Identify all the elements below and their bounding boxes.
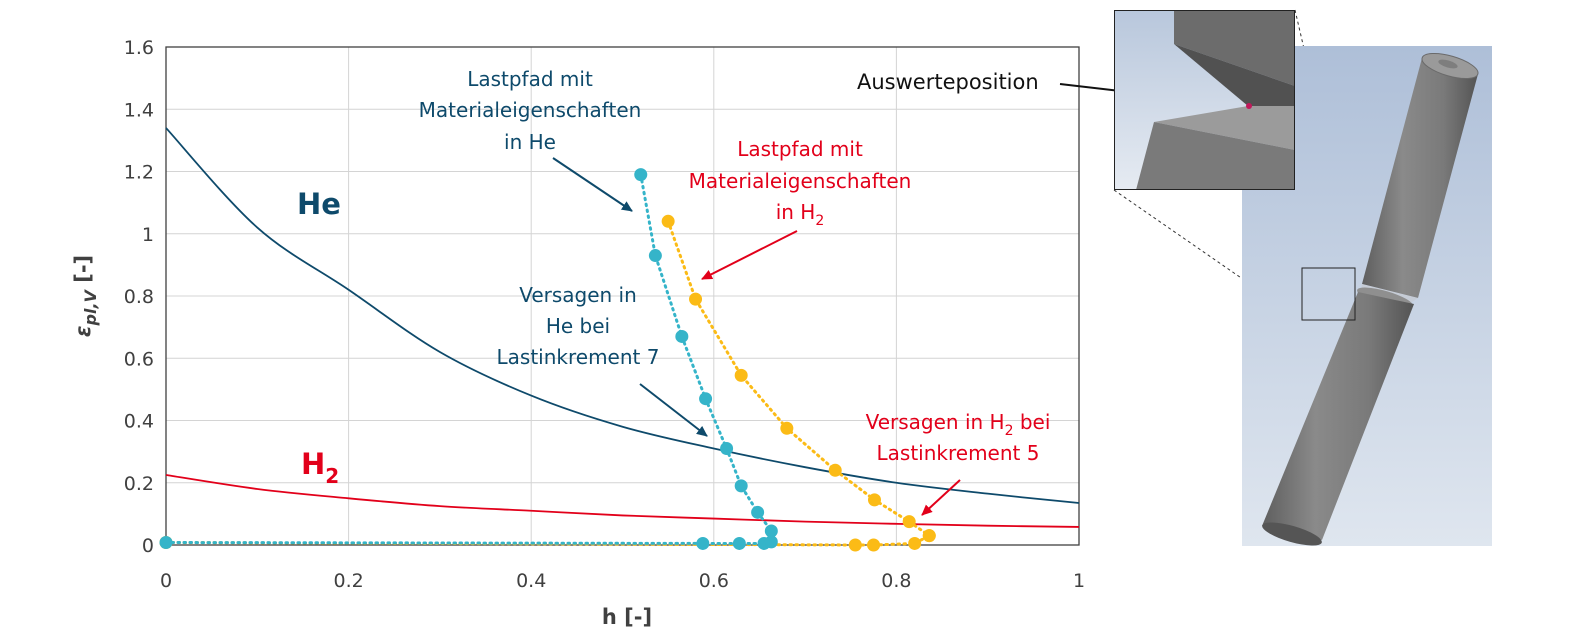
inset-upper-face xyxy=(1174,10,1295,86)
inset-upper-bevel xyxy=(1174,44,1295,106)
specimen-rendering xyxy=(1242,46,1492,546)
annotation-lastpfad-he-line3: in He xyxy=(504,130,556,154)
path-he-point xyxy=(751,505,765,519)
arrow-versagen-he xyxy=(639,383,708,437)
y-axis-title: εpl,V [-] xyxy=(71,255,100,337)
y-tick-labels: 0 0.2 0.4 0.6 0.8 1 1.2 1.4 1.6 xyxy=(124,37,154,557)
path-he-point xyxy=(634,168,648,182)
baseline-he-point xyxy=(732,536,746,550)
path-he-point xyxy=(648,249,662,263)
inset-notch-face xyxy=(1154,106,1295,150)
annotation-lastpfad-h2-line3: in H2 xyxy=(776,200,825,229)
he-curve-label: He xyxy=(297,187,341,221)
path-h2-point xyxy=(661,214,675,228)
annotation-versagen-he-line1: Versagen in xyxy=(519,283,637,307)
annotation-versagen-h2-line1-b: bei xyxy=(1014,410,1051,434)
annotation-versagen-h2-line1-sub: 2 xyxy=(1005,423,1014,439)
annotation-versagen-h2-line2: Lastinkrement 5 xyxy=(877,441,1040,465)
x-tick-label: 0.8 xyxy=(881,570,911,592)
y-tick-label: 1.2 xyxy=(124,162,154,184)
annotation-versagen-h2-line1: Versagen in H2 bei xyxy=(866,410,1051,439)
x-axis-title: h [-] xyxy=(602,605,652,629)
path-he-point xyxy=(699,392,713,406)
path-he-line xyxy=(639,173,773,533)
series-group xyxy=(159,127,1080,552)
x-tick-label: 1 xyxy=(1073,570,1085,592)
notch-inset xyxy=(1114,10,1295,190)
annotation-versagen-h2: Versagen in H2 bei Lastinkrement 5 xyxy=(866,410,1051,465)
path-h2-point xyxy=(780,421,794,435)
annotation-lastpfad-he-line1: Lastpfad mit xyxy=(467,67,593,91)
baseline-h2-point xyxy=(848,538,862,552)
annotation-lastpfad-h2-line1: Lastpfad mit xyxy=(737,137,863,161)
annotation-versagen-he: Versagen in He bei Lastinkrement 7 xyxy=(497,283,660,369)
y-tick-label: 0.4 xyxy=(124,411,154,433)
path-he-point xyxy=(720,442,734,456)
annotation-lastpfad-h2: Lastpfad mit Materialeigenschaften in H2 xyxy=(689,137,912,229)
path-h2-line xyxy=(666,219,931,538)
path-h2-point xyxy=(867,493,881,507)
path-h2-point xyxy=(828,463,842,477)
zoom-region-box xyxy=(1301,267,1356,321)
baseline-he-line xyxy=(164,540,773,545)
svg-text:εpl,V [-]: εpl,V [-] xyxy=(71,255,100,337)
x-tick-label: 0.2 xyxy=(333,570,363,592)
h2-curve-label-main: H xyxy=(301,447,325,481)
specimen-upper-part xyxy=(1362,52,1479,298)
evaluation-point-marker xyxy=(1246,103,1252,109)
annotation-lastpfad-he-line2: Materialeigenschaften xyxy=(419,98,642,122)
baseline-h2-point xyxy=(867,538,881,552)
baseline-h2-point xyxy=(908,536,922,550)
path-he-point xyxy=(764,524,778,538)
inset-border xyxy=(1114,10,1295,190)
y-tick-label: 1 xyxy=(142,224,154,246)
annotation-lastpfad-h2-line3-sub: 2 xyxy=(815,213,824,229)
h2-limit-curve xyxy=(165,474,1080,528)
inset-lower-face xyxy=(1136,122,1295,190)
specimen-lower-part xyxy=(1262,287,1414,546)
baseline-he-point xyxy=(764,535,778,549)
baseline-he-point xyxy=(696,536,710,550)
path-he-point xyxy=(734,479,748,493)
y-tick-label: 1.4 xyxy=(124,99,154,121)
x-tick-label: 0 xyxy=(160,570,172,592)
y-axis-title-main: ε xyxy=(71,325,95,337)
y-axis-title-sub: pl,V xyxy=(81,288,100,326)
arrow-lastpfad-h2 xyxy=(701,230,798,280)
annotation-versagen-he-line2: He bei xyxy=(546,314,610,338)
annotation-versagen-h2-line1-a: Versagen in H xyxy=(866,410,1005,434)
auswerteposition-label: Auswerteposition xyxy=(857,70,1039,94)
y-axis-title-unit: [-] xyxy=(71,255,95,290)
x-tick-label: 0.6 xyxy=(699,570,729,592)
y-tick-label: 0 xyxy=(142,535,154,557)
x-tick-labels: 0 0.2 0.4 0.6 0.8 1 xyxy=(160,570,1085,592)
annotation-versagen-he-line3: Lastinkrement 7 xyxy=(497,345,660,369)
annotation-lastpfad-he: Lastpfad mit Materialeigenschaften in He xyxy=(419,67,642,154)
y-tick-label: 1.6 xyxy=(124,37,154,59)
path-he-point xyxy=(675,329,689,343)
path-h2-point xyxy=(922,529,936,543)
annotation-lastpfad-h2-line2: Materialeigenschaften xyxy=(689,169,912,193)
annotation-lastpfad-h2-line3-main: in H xyxy=(776,200,816,224)
baseline-he-point xyxy=(159,536,173,550)
path-h2-point xyxy=(734,368,748,382)
h2-curve-label: H2 xyxy=(301,447,339,488)
y-tick-label: 0.6 xyxy=(124,348,154,370)
path-h2-point xyxy=(689,292,703,306)
he-limit-curve xyxy=(165,127,1080,504)
grid-lines xyxy=(165,46,1080,546)
zoom-guide-bottom xyxy=(1113,189,1303,321)
y-tick-label: 0.8 xyxy=(124,286,154,308)
h2-curve-label-sub: 2 xyxy=(325,464,339,488)
arrow-versagen-h2 xyxy=(921,479,961,516)
path-h2-point xyxy=(902,515,916,529)
x-tick-label: 0.4 xyxy=(516,570,546,592)
y-tick-label: 0.2 xyxy=(124,473,154,495)
arrow-lastpfad-he xyxy=(552,157,633,212)
